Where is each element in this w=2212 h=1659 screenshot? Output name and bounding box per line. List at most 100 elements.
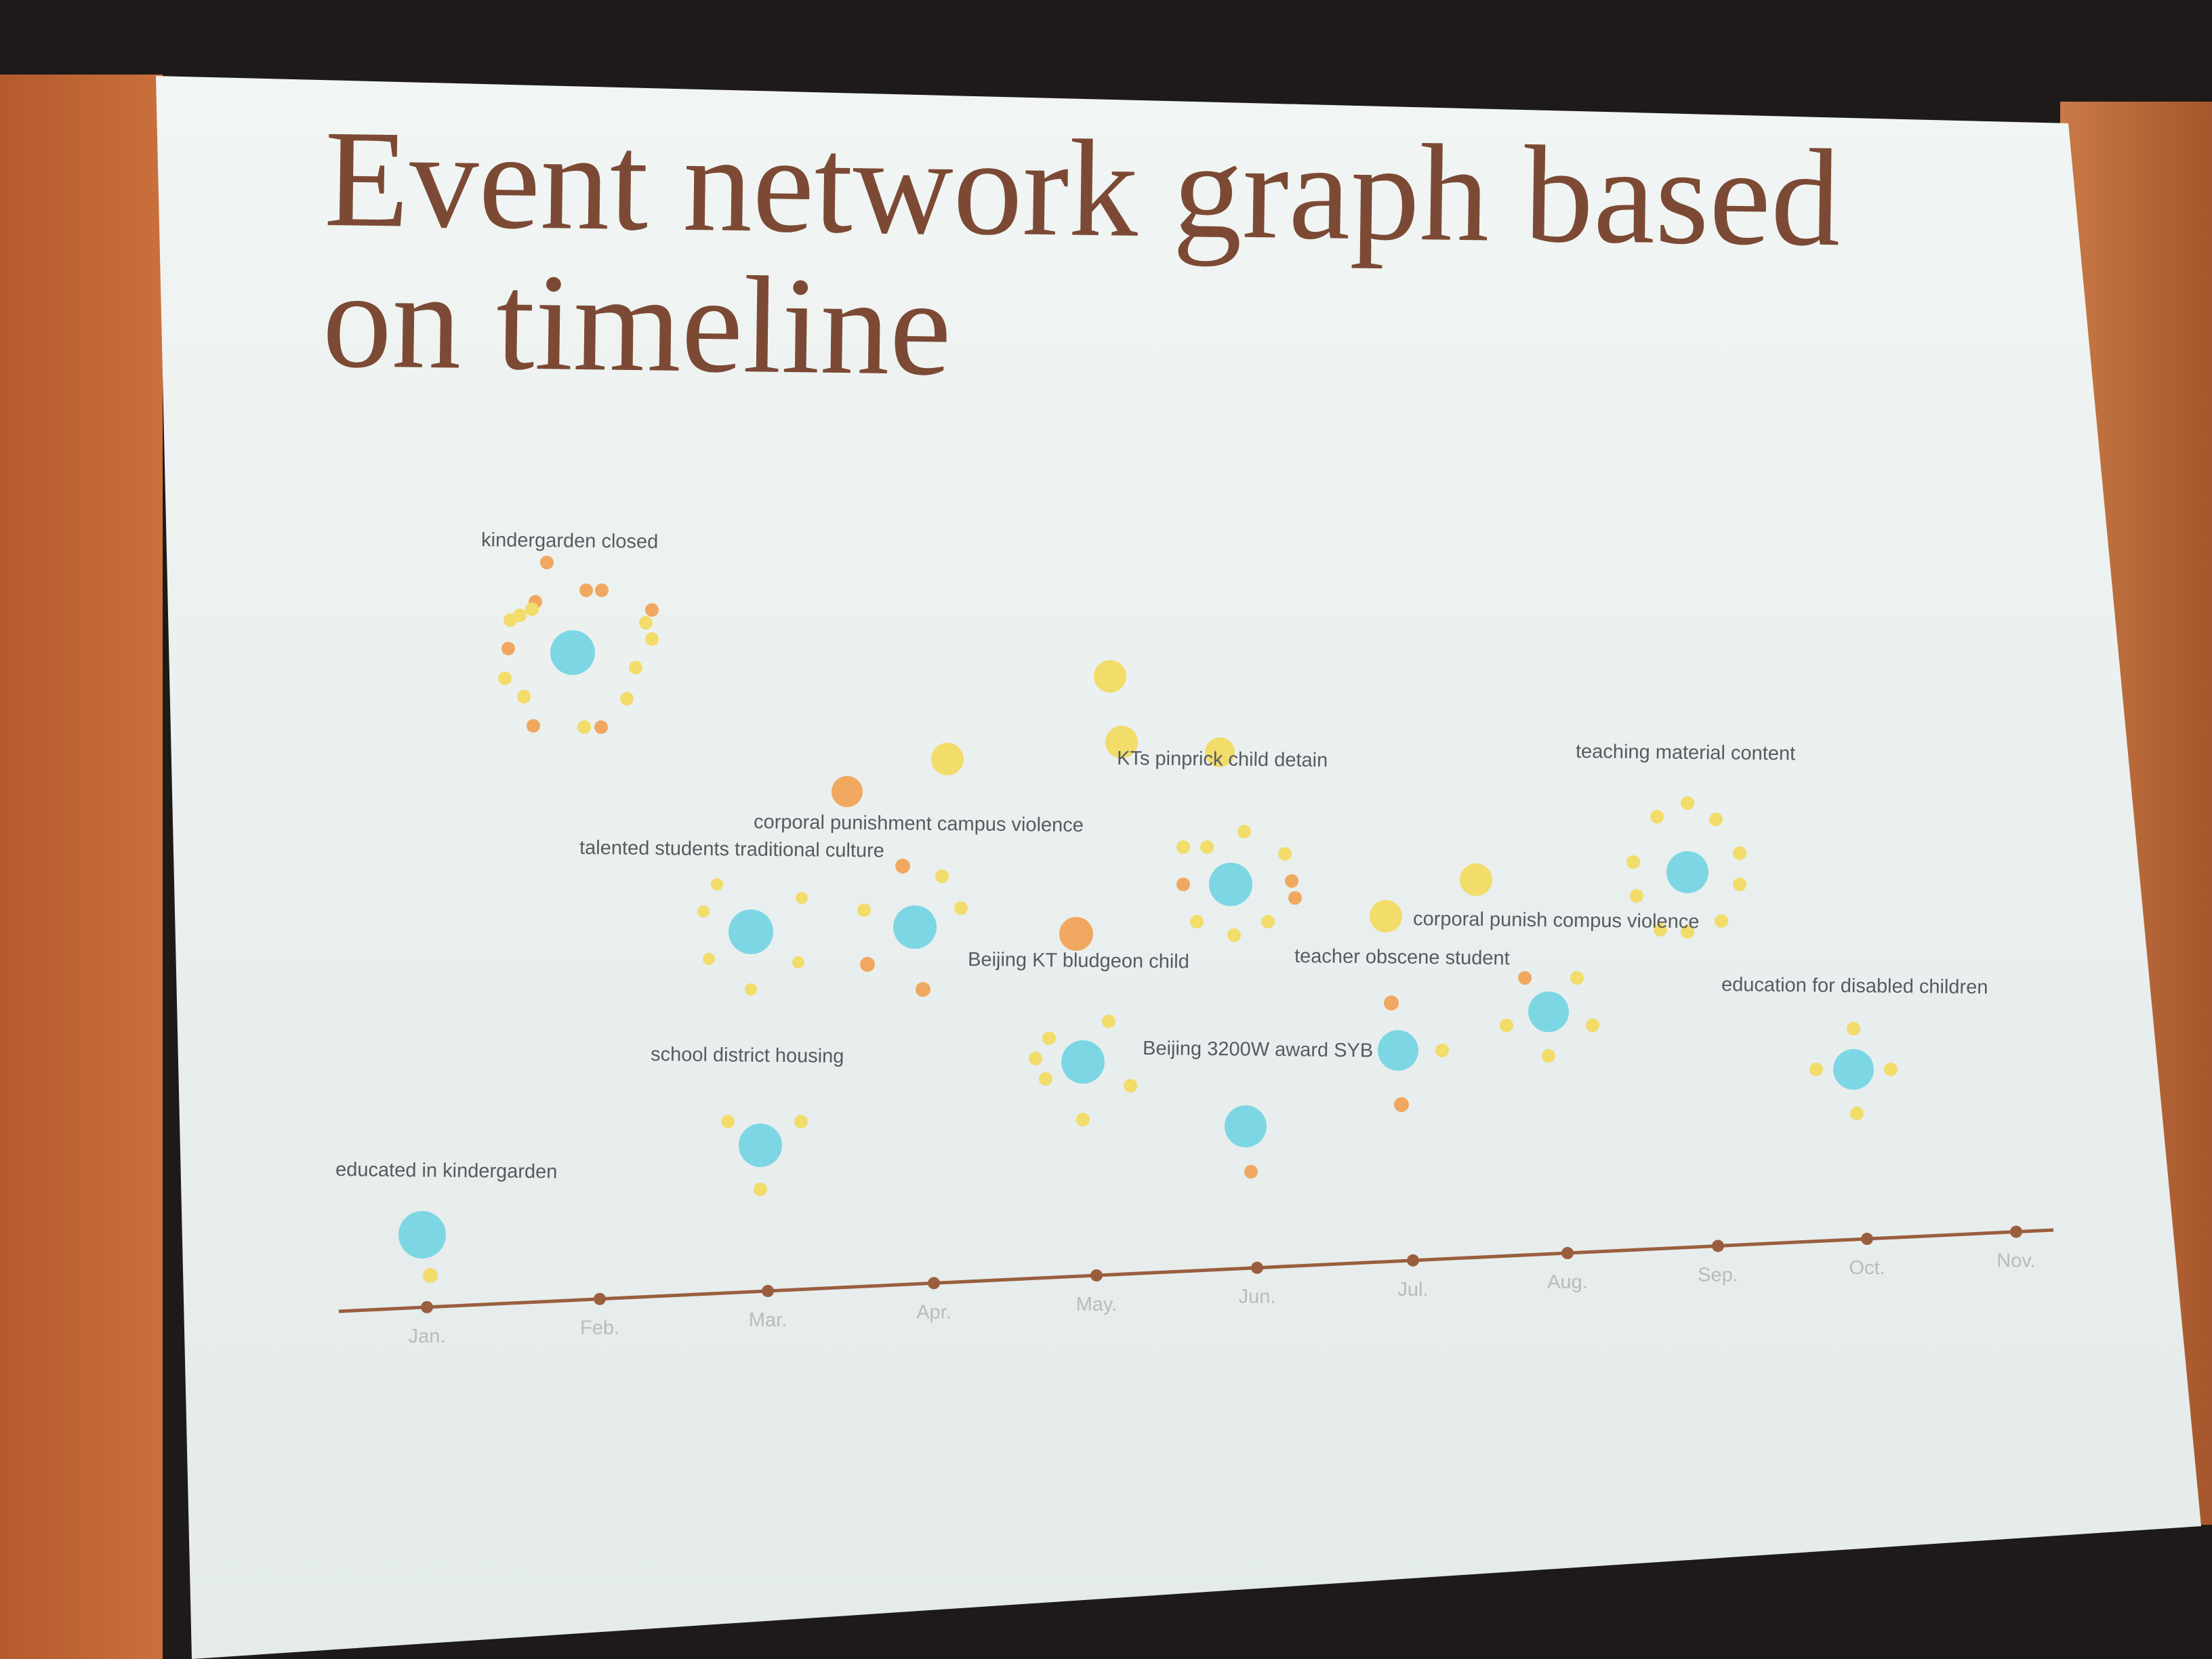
event-node[interactable] [1666,851,1708,893]
related-node [1176,878,1190,891]
related-node [1733,878,1746,891]
event-node[interactable] [1833,1049,1874,1090]
timeline-axis [338,1228,2054,1313]
event-label: school district housing [651,1044,844,1067]
related-node [579,583,593,597]
related-node [1650,810,1664,823]
event-label: corporal punish compus violence [1413,908,1700,933]
month-label: May. [1076,1294,1118,1315]
event-node[interactable] [1061,1040,1105,1084]
related-node [1809,1063,1823,1076]
related-node [1384,996,1399,1010]
related-node [916,982,930,997]
event-label: KTs pinprick child detain [1117,747,1328,771]
related-node [525,602,539,616]
related-node [895,859,910,874]
month-tick [762,1284,774,1297]
related-node [1518,971,1532,985]
related-node [1244,1165,1258,1179]
event-node[interactable] [1225,1105,1267,1147]
related-node [1176,840,1190,854]
event-labels: kindergarden closed educated in kindergar… [335,529,1988,1183]
related-node [1681,925,1694,939]
related-node [1394,1097,1409,1112]
related-node [1200,840,1214,854]
related-node [1227,928,1241,942]
related-node [832,776,863,807]
related-node [1681,796,1694,810]
related-node [1042,1031,1056,1045]
month-label: Oct. [1849,1257,1885,1279]
related-node [629,661,642,674]
related-node [935,869,949,883]
related-node [1029,1052,1042,1065]
related-node [594,720,608,734]
event-label: education for disabled children [1721,974,1988,998]
event-node[interactable] [1209,863,1252,906]
related-node [1570,971,1584,985]
event-node[interactable] [398,1211,446,1258]
related-node [527,719,540,733]
related-node [1261,915,1275,928]
month-label: Nov. [1996,1250,2035,1272]
event-node[interactable] [1528,991,1569,1032]
related-node [1124,1079,1137,1092]
related-node [711,878,723,890]
event-node[interactable] [550,630,595,675]
related-node [792,956,804,968]
related-node [1847,1022,1860,1036]
related-node [1654,923,1667,937]
related-node [1205,737,1235,767]
related-node [857,903,871,917]
month-tick [928,1277,940,1290]
month-tick [2010,1225,2022,1238]
related-node [1278,847,1292,861]
month-tick [1712,1240,1724,1252]
related-node [860,957,875,972]
related-node [501,642,515,655]
related-node [703,953,715,965]
related-node [1105,726,1138,758]
event-label: Beijing KT bludgeon child [968,949,1189,972]
related-node [1626,855,1640,869]
related-node [796,892,808,904]
related-node [1630,889,1643,903]
related-node [697,905,710,918]
month-tick [594,1292,606,1305]
related-node [1039,1072,1052,1086]
event-node[interactable] [729,909,773,954]
related-node [1076,1113,1090,1126]
event-node[interactable] [1378,1030,1418,1071]
month-tick [1407,1254,1419,1267]
related-node [1285,874,1298,888]
related-node [1288,891,1302,905]
related-node [504,613,517,627]
month-tick [1861,1233,1873,1246]
event-node[interactable] [893,905,937,949]
event-label: educated in kindergarden [335,1159,558,1183]
related-node [1190,915,1204,928]
related-node [1460,863,1492,896]
related-node [931,743,964,775]
event-label: corporal punishment campus violence [754,811,1084,836]
month-tick [1090,1269,1103,1282]
related-node [1059,917,1093,951]
related-node [1715,914,1728,928]
related-node [620,692,634,705]
event-label: talented students traditional culture [579,837,884,862]
related-nodes [423,556,1898,1283]
month-label: Jul. [1397,1279,1428,1300]
event-label: Beijing 3200W award SYB [1143,1038,1373,1062]
month-label: Jan. [409,1326,446,1347]
related-node [1435,1044,1449,1057]
event-label: kindergarden closed [481,529,658,553]
related-node [645,603,659,617]
related-node [595,583,609,597]
related-node [1733,846,1746,860]
related-node [1884,1063,1898,1076]
related-node [1370,900,1402,933]
related-node [1102,1015,1115,1028]
event-node[interactable] [739,1124,782,1167]
